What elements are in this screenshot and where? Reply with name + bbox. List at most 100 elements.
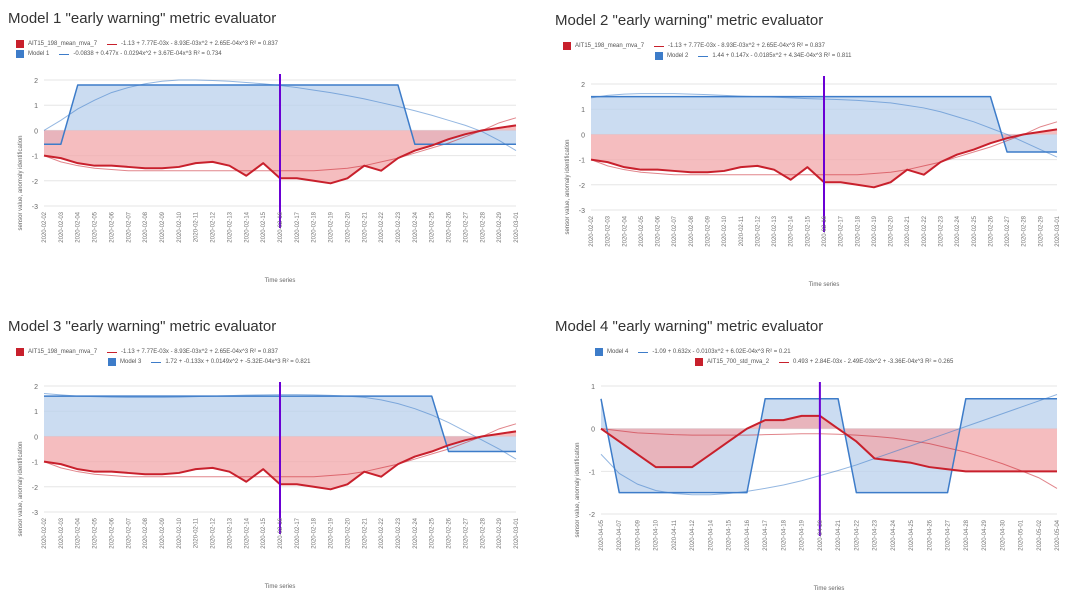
x-tick-label: 2020-04-20 <box>818 519 824 550</box>
x-tick-label: 2020-02-11 <box>194 211 200 242</box>
legend-series-label: AIT15_198_mean_mva_7 <box>28 41 98 47</box>
x-tick-label: 2020-02-09 <box>160 517 166 548</box>
y-tick-label: 1 <box>591 384 595 391</box>
x-tick-label: 2020-02-18 <box>855 215 861 246</box>
y-axis-label: sensor value, anomaly identification <box>575 442 581 537</box>
chart-plot: 1 0 -1 -2 sensor value, anomaly identificati… <box>575 382 1061 592</box>
x-tick-label: 2020-02-29 <box>1038 215 1044 246</box>
x-tick-label: 2020-02-26 <box>447 211 453 242</box>
legend-series-label: AIT15_198_mean_mva_7 <box>28 349 98 355</box>
chart-title: Model 1 "early warning" metric evaluator <box>8 10 277 27</box>
y-tick-label: 1 <box>34 103 38 110</box>
legend-swatch <box>563 42 571 50</box>
chart-panel-model-1: Model 1 "early warning" metric evaluator… <box>8 10 523 310</box>
x-tick-label: 2020-02-14 <box>244 211 250 242</box>
legend-trend-dash <box>638 351 649 353</box>
x-axis-label: Time series <box>265 584 296 590</box>
x-tick-label: 2020-04-19 <box>800 519 806 550</box>
x-tick-label: 2020-02-16 <box>278 517 284 548</box>
x-tick-label: 2020-02-03 <box>59 211 65 242</box>
x-tick-label: 2020-02-22 <box>922 215 928 246</box>
x-tick-label: 2020-02-11 <box>739 215 745 246</box>
y-tick-label: 2 <box>34 78 38 85</box>
x-tick-label: 2020-05-04 <box>1055 519 1061 550</box>
x-tick-label: 2020-02-04 <box>622 215 628 246</box>
x-axis-label: Time series <box>814 586 845 592</box>
y-axis-label: sensor value, anomaly identification <box>18 441 24 536</box>
x-tick-label: 2020-02-27 <box>1005 215 1011 246</box>
legend-swatch <box>108 358 116 366</box>
x-tick-label: 2020-02-24 <box>413 211 419 242</box>
y-tick-label: 2 <box>34 384 38 391</box>
legend-trend-dash <box>107 43 118 45</box>
legend-entry: Model 1 -0.0838 + 0.477x - 0.0294x^2 + 3.… <box>16 50 222 58</box>
legend-series-label: Model 3 <box>120 359 142 365</box>
x-tick-label: 2020-04-23 <box>873 519 879 550</box>
x-tick-label: 2020-02-20 <box>889 215 895 246</box>
x-tick-label: 2020-02-14 <box>789 215 795 246</box>
x-tick-label: 2020-04-16 <box>745 519 751 550</box>
legend-trend-dash <box>654 45 665 47</box>
x-tick-label: 2020-02-21 <box>362 517 368 548</box>
x-tick-label: 2020-04-22 <box>854 519 860 550</box>
x-tick-label: 2020-02-05 <box>639 215 645 246</box>
x-tick-label: 2020-02-28 <box>480 517 486 548</box>
chart-plot: 2 1 0 -1 -2 -3 sensor value, anomaly identific… <box>18 74 520 284</box>
series-line <box>600 398 1057 494</box>
x-tick-label: 2020-02-05 <box>93 517 99 548</box>
chart-panel-model-3: Model 3 "early warning" metric evaluator… <box>8 318 523 613</box>
legend-trend-label: -0.0838 + 0.477x - 0.0294x^2 + 3.67E-04x… <box>73 51 222 57</box>
legend-series-label: Model 4 <box>607 349 629 355</box>
x-tick-label: 2020-02-28 <box>1022 215 1028 246</box>
x-tick-label: 2020-02-24 <box>955 215 961 246</box>
x-tick-label: 2020-02-18 <box>312 517 318 548</box>
legend-swatch <box>16 348 24 356</box>
x-tick-label: 2020-02-13 <box>227 211 233 242</box>
legend-trend-dash <box>779 361 790 363</box>
x-tick-label: 2020-02-18 <box>312 211 318 242</box>
x-tick-label: 2020-02-13 <box>227 517 233 548</box>
y-tick-label: -1 <box>579 158 585 165</box>
x-tick-label: 2020-02-11 <box>194 517 200 548</box>
x-tick-label: 2020-02-12 <box>211 211 217 242</box>
y-tick-label: 2 <box>581 82 585 89</box>
legend-entry: AIT15_198_mean_mva_7 -1.13 + 7.77E-03x - … <box>16 40 278 48</box>
x-tick-label: 2020-02-02 <box>42 211 48 242</box>
x-tick-label: 2020-02-10 <box>177 211 183 242</box>
x-tick-label: 2020-04-15 <box>727 519 733 550</box>
x-tick-label: 2020-02-08 <box>689 215 695 246</box>
x-tick-label: 2020-04-09 <box>635 519 641 550</box>
x-tick-label: 2020-02-27 <box>463 517 469 548</box>
x-tick-label: 2020-02-10 <box>177 517 183 548</box>
x-tick-label: 2020-02-25 <box>430 517 436 548</box>
legend-entry: AIT15_198_mean_mva_7 -1.13 + 7.77E-03x - … <box>563 42 825 50</box>
series-line <box>600 414 1057 473</box>
x-tick-label: 2020-02-15 <box>805 215 811 246</box>
x-tick-label: 2020-02-17 <box>839 215 845 246</box>
x-tick-label: 2020-02-12 <box>211 517 217 548</box>
trend-line <box>600 428 1058 489</box>
x-tick-label: 2020-04-12 <box>690 519 696 550</box>
x-tick-label: 2020-02-17 <box>295 517 301 548</box>
x-tick-label: 2020-04-30 <box>1000 519 1006 550</box>
legend-swatch <box>695 358 703 366</box>
x-tick-label: 2020-02-24 <box>413 517 419 548</box>
x-tick-label: 2020-02-13 <box>772 215 778 246</box>
legend-trend-dash <box>698 55 709 57</box>
legend-trend-dash <box>151 361 162 363</box>
x-tick-label: 2020-02-20 <box>345 517 351 548</box>
x-tick-label: 2020-02-15 <box>261 211 267 242</box>
y-tick-label: -2 <box>32 179 38 186</box>
legend-entry: AIT15_700_std_mva_2 0.493 + 2.84E-03x - 2… <box>695 358 953 366</box>
y-tick-label: 0 <box>34 128 38 135</box>
legend-trend-label: 0.493 + 2.84E-03x - 2.49E-03x^2 + -3.36E… <box>793 359 954 365</box>
x-tick-label: 2020-02-09 <box>160 211 166 242</box>
y-tick-label: 0 <box>591 427 595 434</box>
x-tick-label: 2020-04-24 <box>891 519 897 550</box>
x-tick-label: 2020-02-17 <box>295 211 301 242</box>
x-tick-label: 2020-02-23 <box>396 517 402 548</box>
y-tick-label: 0 <box>581 132 585 139</box>
x-tick-label: 2020-02-05 <box>93 211 99 242</box>
y-tick-label: -1 <box>589 469 595 476</box>
x-tick-label: 2020-02-04 <box>76 517 82 548</box>
